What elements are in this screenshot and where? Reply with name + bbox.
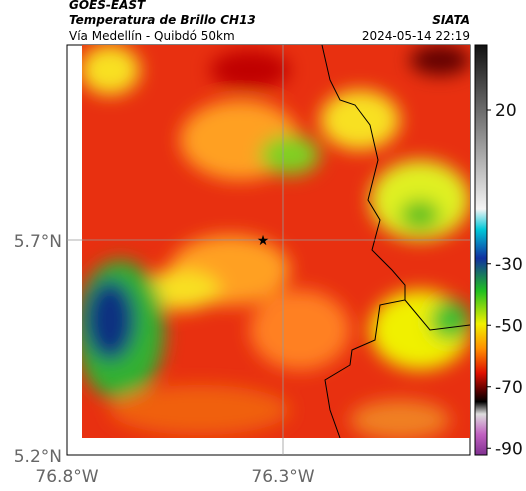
x-label: 76.8°W	[35, 467, 98, 487]
datetime: 2024-05-14 22:19	[362, 29, 470, 43]
colorbar-label: -30	[495, 255, 523, 275]
x-label: 76.3°W	[251, 467, 314, 487]
star-marker: ★	[257, 233, 270, 249]
colorbar	[474, 44, 488, 456]
location: Vía Medellín - Quibdó 50km	[69, 29, 235, 43]
colorbar-label: -50	[495, 316, 523, 336]
colorbar-label: -90	[495, 439, 523, 459]
satellite-image	[82, 45, 470, 438]
y-label: 5.7°N	[14, 232, 62, 252]
title: GOES-EAST	[69, 0, 146, 12]
colorbar-label: -70	[495, 378, 523, 398]
colorbar-label: 20	[495, 101, 517, 121]
border	[321, 45, 470, 438]
y-label: 5.2°N	[14, 447, 62, 467]
subtitle: Temperatura de Brillo CH13	[69, 13, 256, 27]
source: SIATA	[432, 13, 470, 27]
